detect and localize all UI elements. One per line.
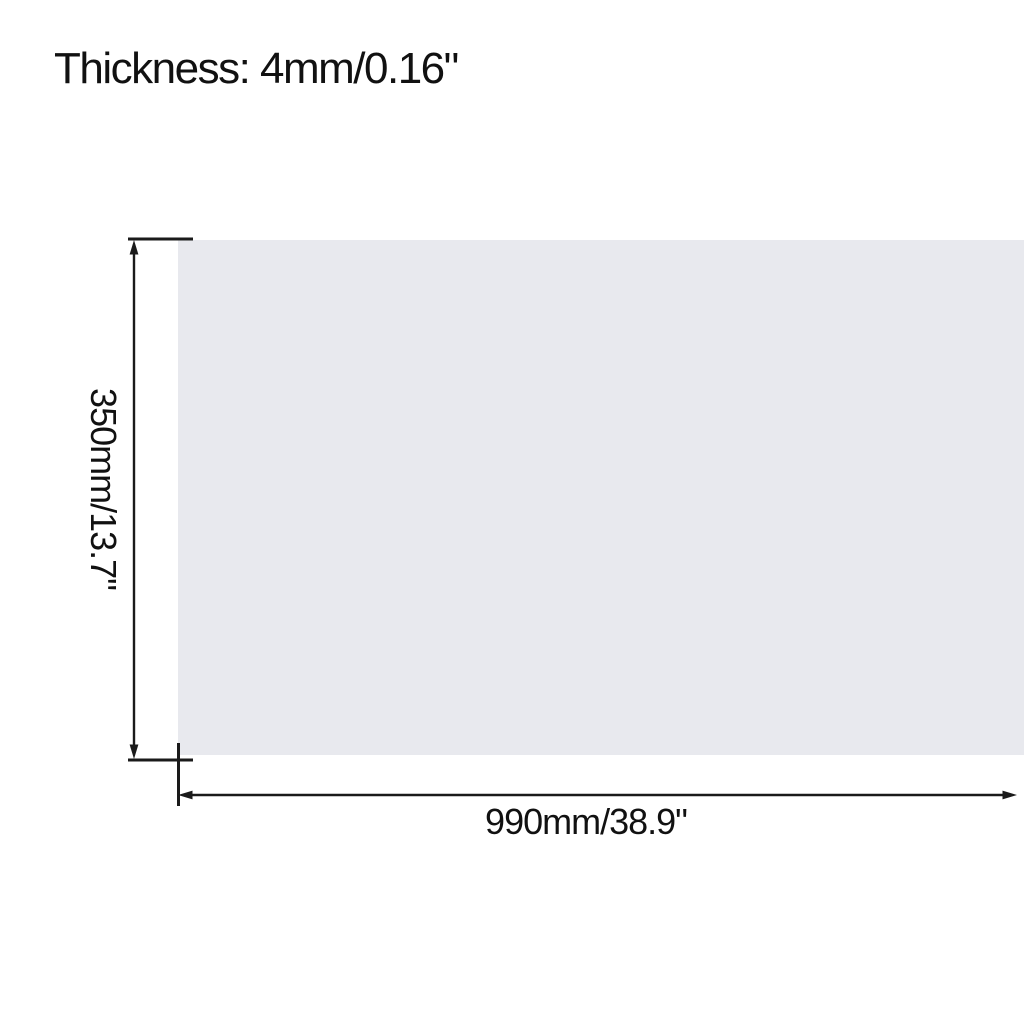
height-dimension-label: 350mm/13.7" bbox=[83, 388, 124, 590]
arrow-right-icon bbox=[1002, 790, 1017, 800]
product-panel bbox=[178, 240, 1024, 755]
arrow-left-icon bbox=[178, 790, 193, 800]
height-dimension-arrow bbox=[129, 240, 139, 759]
arrow-up-icon bbox=[129, 240, 139, 255]
width-dimension-arrow bbox=[178, 790, 1017, 800]
width-dimension-label: 990mm/38.9" bbox=[485, 801, 688, 842]
arrow-down-icon bbox=[129, 744, 139, 759]
thickness-label: Thickness: 4mm/0.16" bbox=[54, 44, 459, 93]
